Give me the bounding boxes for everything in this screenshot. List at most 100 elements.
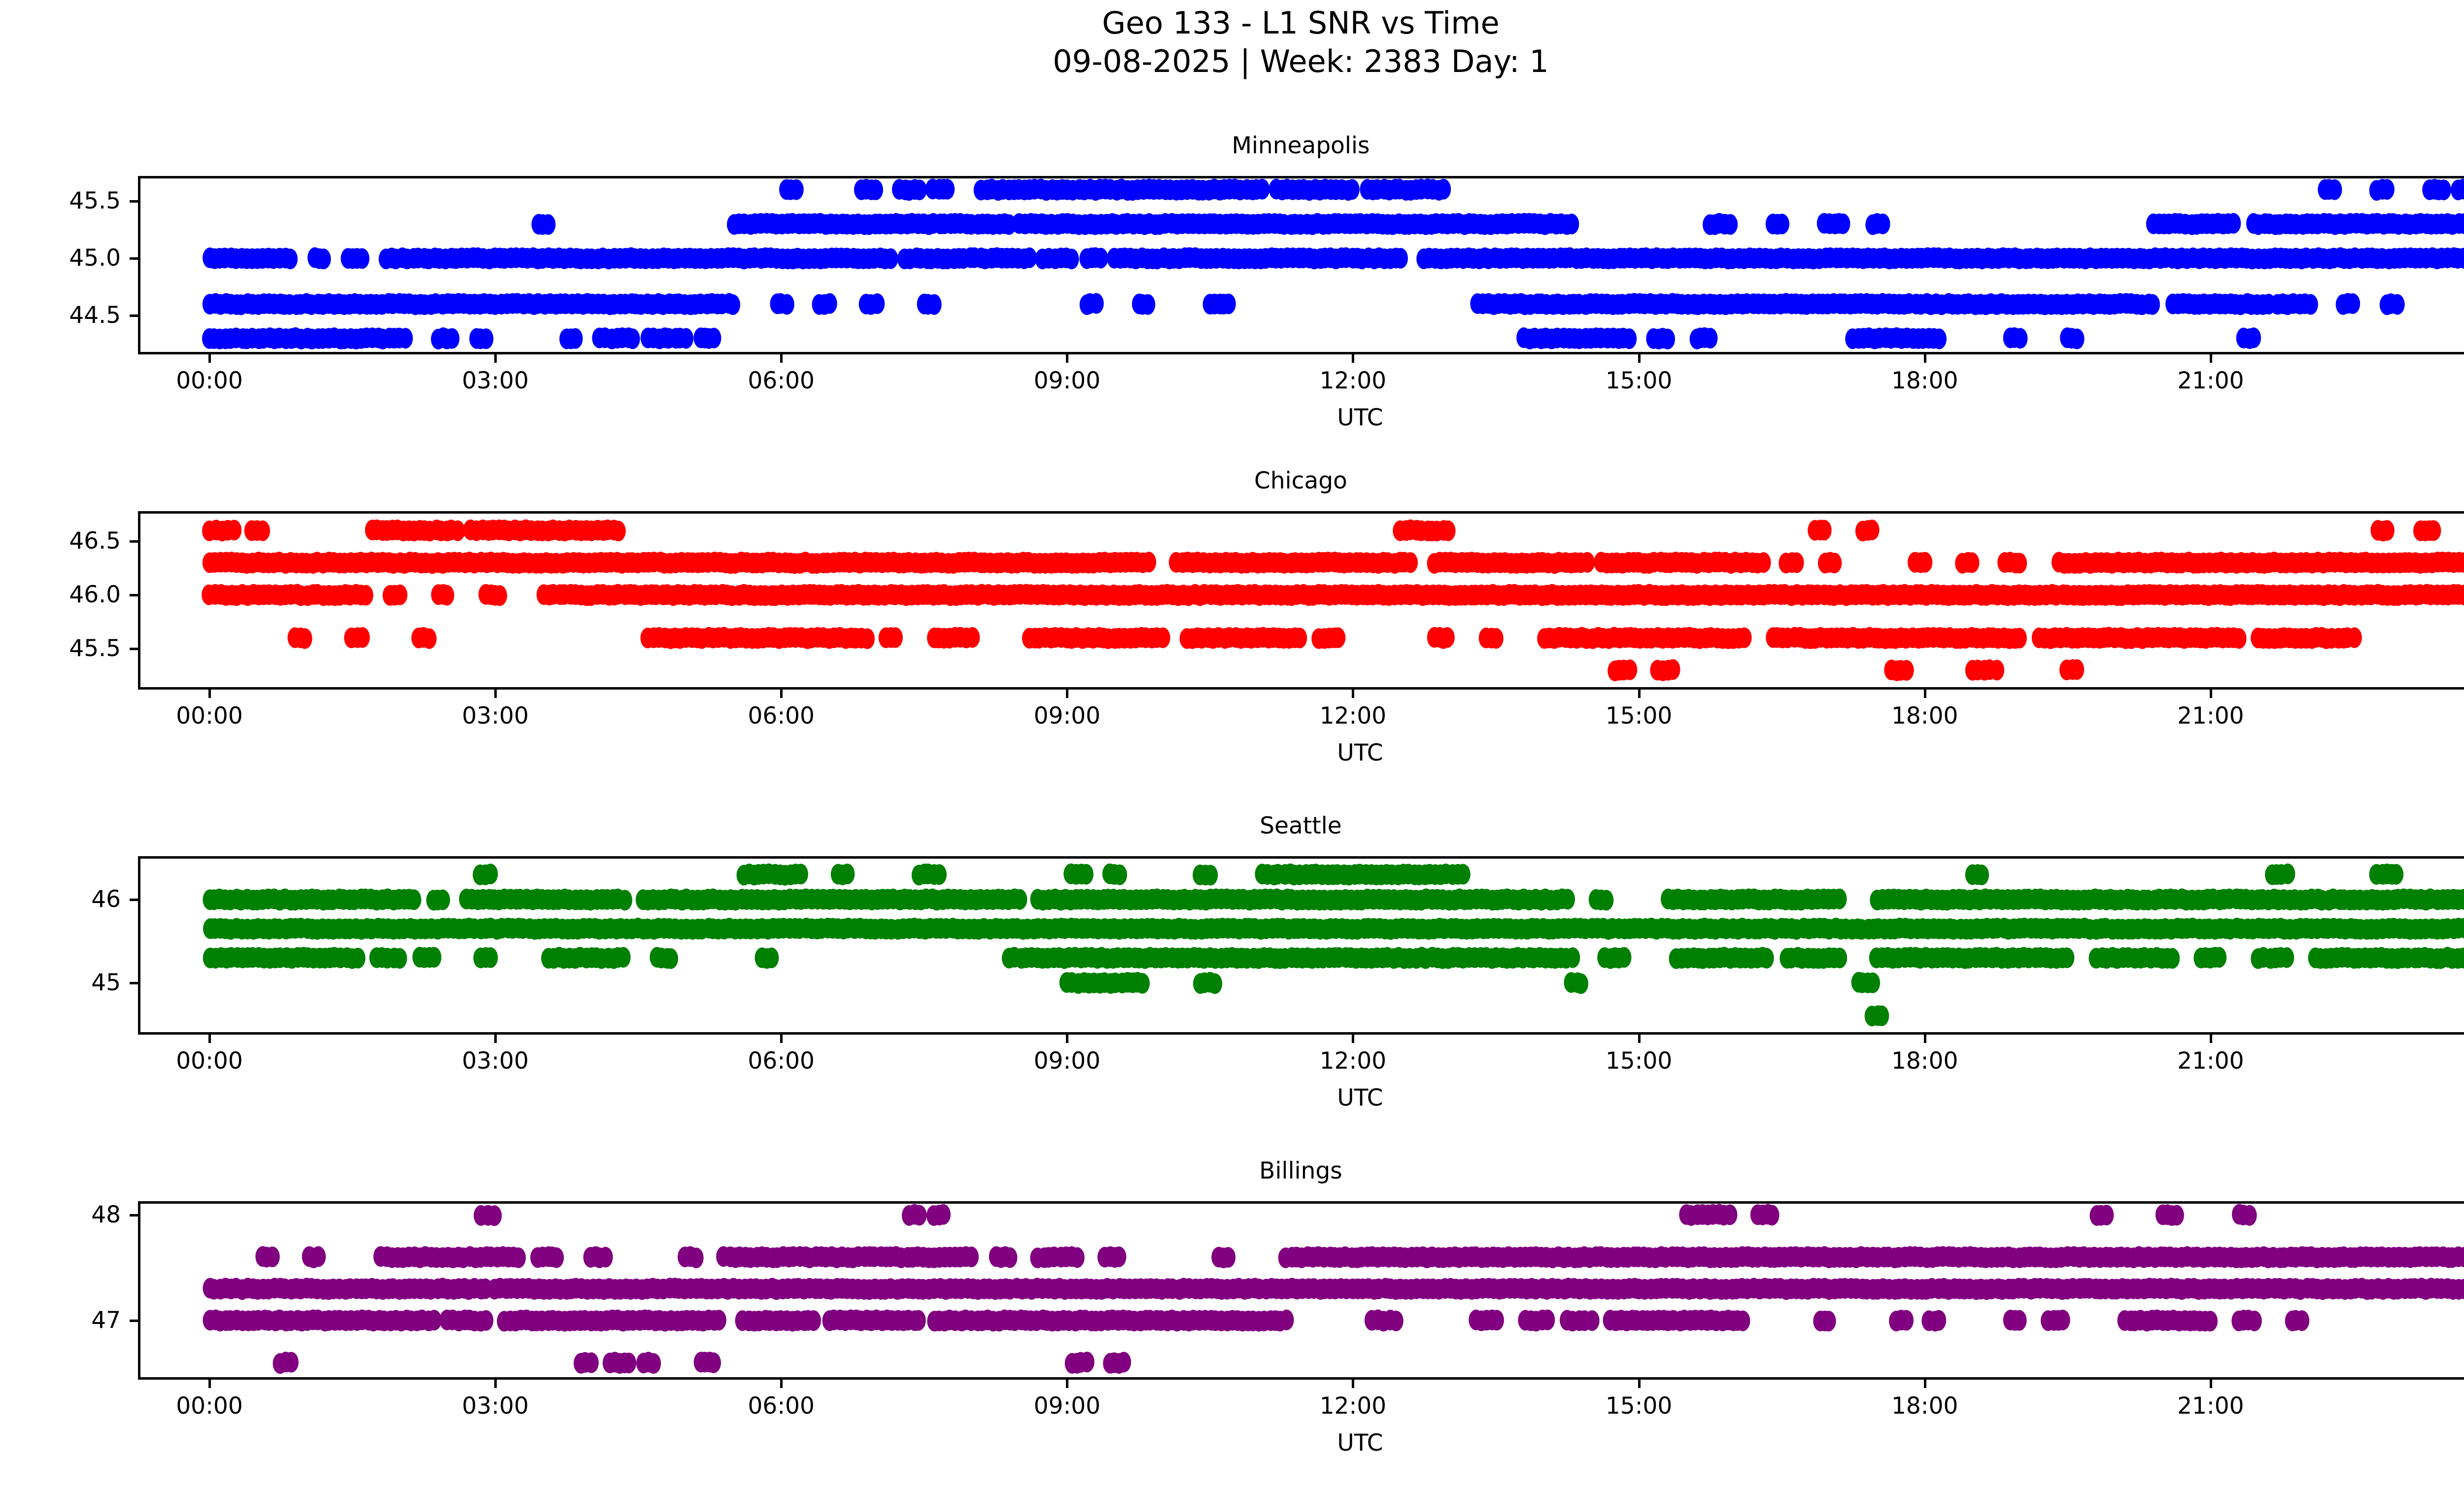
xtick-label-chicago-4: 12:00 [1319, 702, 1387, 730]
xtick-label-chicago-5: 15:00 [1605, 702, 1673, 730]
ytick-mark-chicago-0 [130, 540, 138, 543]
series-level-45-3 [1608, 659, 2085, 682]
xtick-label-minneapolis-8: 00:00 [2423, 369, 2464, 392]
series-level-48 [474, 1204, 2257, 1226]
xtick-label-chicago-8: 00:00 [2423, 704, 2464, 728]
ytick-mark-seattle-0 [130, 898, 138, 901]
xlabel-minneapolis: UTC [1337, 404, 1383, 431]
series-level-46-3 [473, 863, 2404, 886]
ytick-mark-minneapolis-0 [130, 200, 138, 203]
xtick-label-billings-1: 03:00 [462, 1392, 529, 1420]
series-level-46-6 [202, 519, 2441, 542]
series-level-44-6 [202, 293, 2405, 315]
xtick-label-billings-6: 18:00 [1891, 1392, 1958, 1420]
xtick-label-chicago-0: 00:00 [176, 702, 243, 730]
xtick-label-seattle-1: 03:00 [462, 1047, 529, 1075]
subplot-title-chicago: Chicago [1254, 467, 1347, 494]
series-level-44-6 [1864, 1005, 1889, 1027]
xtick-label-minneapolis-1: 03:00 [462, 367, 529, 394]
subplot-title-seattle: Seattle [1260, 812, 1342, 839]
subplot-title-billings: Billings [1259, 1157, 1342, 1184]
ytick-mark-chicago-1 [130, 594, 138, 597]
scatter-points-chicago [202, 519, 2464, 682]
xtick-label-billings-2: 06:00 [748, 1392, 815, 1420]
xtick-mark-billings-0 [208, 1380, 211, 1388]
xtick-label-minneapolis-7: 21:00 [2177, 367, 2244, 394]
figure-suptitle-line2: 09-08-2025 | Week: 2383 Day: 1 [1053, 43, 1549, 79]
ytick-mark-chicago-2 [130, 648, 138, 651]
xtick-mark-chicago-7 [2209, 690, 2212, 698]
xtick-mark-chicago-6 [1923, 690, 1926, 698]
series-level-45-65 [203, 917, 2464, 940]
subplot-title-minneapolis: Minneapolis [1232, 132, 1370, 159]
series-level-47-3 [203, 1278, 2464, 1300]
xtick-mark-chicago-5 [1638, 690, 1641, 698]
ytick-mark-minneapolis-2 [130, 314, 138, 317]
ytick-label-minneapolis-1: 45.0 [69, 244, 121, 272]
ytick-label-seattle-1: 45 [91, 969, 121, 997]
xtick-mark-seattle-0 [208, 1035, 211, 1043]
xtick-mark-minneapolis-3 [1066, 354, 1069, 363]
series-level-45 [1059, 972, 1881, 994]
series-level-45-6 [287, 626, 2362, 649]
scatter-points-seattle [203, 863, 2464, 1027]
xtick-mark-minneapolis-7 [2209, 354, 2212, 363]
ytick-label-minneapolis-2: 44.5 [69, 302, 121, 329]
xtick-mark-minneapolis-6 [1923, 354, 1926, 363]
xtick-label-chicago-3: 09:00 [1033, 702, 1101, 730]
xtick-mark-chicago-0 [208, 690, 211, 698]
ytick-label-chicago-0: 46.5 [69, 527, 121, 555]
xtick-label-seattle-2: 06:00 [748, 1047, 815, 1075]
xtick-mark-minneapolis-1 [494, 354, 497, 363]
series-level-45-3 [531, 213, 2464, 235]
xtick-mark-billings-1 [494, 1380, 497, 1388]
series-level-46-3 [202, 552, 2464, 574]
xtick-label-minneapolis-3: 09:00 [1033, 367, 1101, 394]
xtick-mark-chicago-2 [780, 690, 783, 698]
ytick-mark-seattle-1 [130, 982, 138, 985]
xtick-mark-billings-5 [1638, 1380, 1641, 1388]
series-level-44-3 [202, 327, 2261, 349]
ytick-mark-billings-0 [130, 1214, 138, 1217]
xtick-label-seattle-7: 21:00 [2177, 1047, 2244, 1075]
xtick-mark-seattle-7 [2209, 1035, 2212, 1043]
xtick-mark-seattle-4 [1352, 1035, 1355, 1043]
xtick-label-chicago-1: 03:00 [462, 702, 529, 730]
series-level-46 [203, 888, 2464, 911]
plot-area-seattle[interactable] [138, 856, 2464, 1035]
series-level-46 [202, 584, 2464, 606]
series-level-47-6 [255, 1246, 2464, 1268]
xtick-label-minneapolis-5: 15:00 [1605, 367, 1673, 394]
xtick-label-seattle-6: 18:00 [1891, 1047, 1958, 1075]
xtick-label-seattle-0: 00:00 [176, 1047, 243, 1075]
xtick-mark-seattle-1 [494, 1035, 497, 1043]
xtick-mark-minneapolis-2 [780, 354, 783, 363]
xtick-label-billings-8: 00:00 [2423, 1394, 2464, 1418]
xtick-mark-chicago-3 [1066, 690, 1069, 698]
ytick-label-billings-0: 48 [91, 1201, 121, 1228]
xtick-label-billings-5: 15:00 [1605, 1392, 1673, 1420]
xtick-label-billings-7: 21:00 [2177, 1392, 2244, 1420]
xlabel-billings: UTC [1337, 1429, 1383, 1457]
ytick-label-seattle-0: 46 [91, 885, 121, 913]
xtick-mark-billings-2 [780, 1380, 783, 1388]
ytick-mark-billings-1 [130, 1320, 138, 1322]
scatter-points-billings [203, 1204, 2464, 1374]
xtick-label-seattle-5: 15:00 [1605, 1047, 1673, 1075]
ytick-mark-minneapolis-1 [130, 257, 138, 260]
ytick-label-chicago-2: 45.5 [69, 635, 121, 662]
xtick-mark-billings-7 [2209, 1380, 2212, 1388]
xtick-label-chicago-7: 21:00 [2177, 702, 2244, 730]
scatter-points-minneapolis [202, 178, 2464, 349]
xlabel-seattle: UTC [1337, 1084, 1383, 1112]
xtick-mark-minneapolis-0 [208, 354, 211, 363]
xtick-label-minneapolis-6: 18:00 [1891, 367, 1958, 394]
xtick-label-minneapolis-0: 00:00 [176, 367, 243, 394]
xtick-mark-seattle-3 [1066, 1035, 1069, 1043]
figure-suptitle-line1: Geo 133 - L1 SNR vs Time [1102, 5, 1500, 41]
xtick-mark-minneapolis-4 [1352, 354, 1355, 363]
xlabel-chicago: UTC [1337, 739, 1383, 766]
series-level-46-6 [273, 1352, 1131, 1374]
xtick-label-seattle-8: 00:00 [2423, 1049, 2464, 1073]
series-level-45 [203, 247, 2464, 270]
